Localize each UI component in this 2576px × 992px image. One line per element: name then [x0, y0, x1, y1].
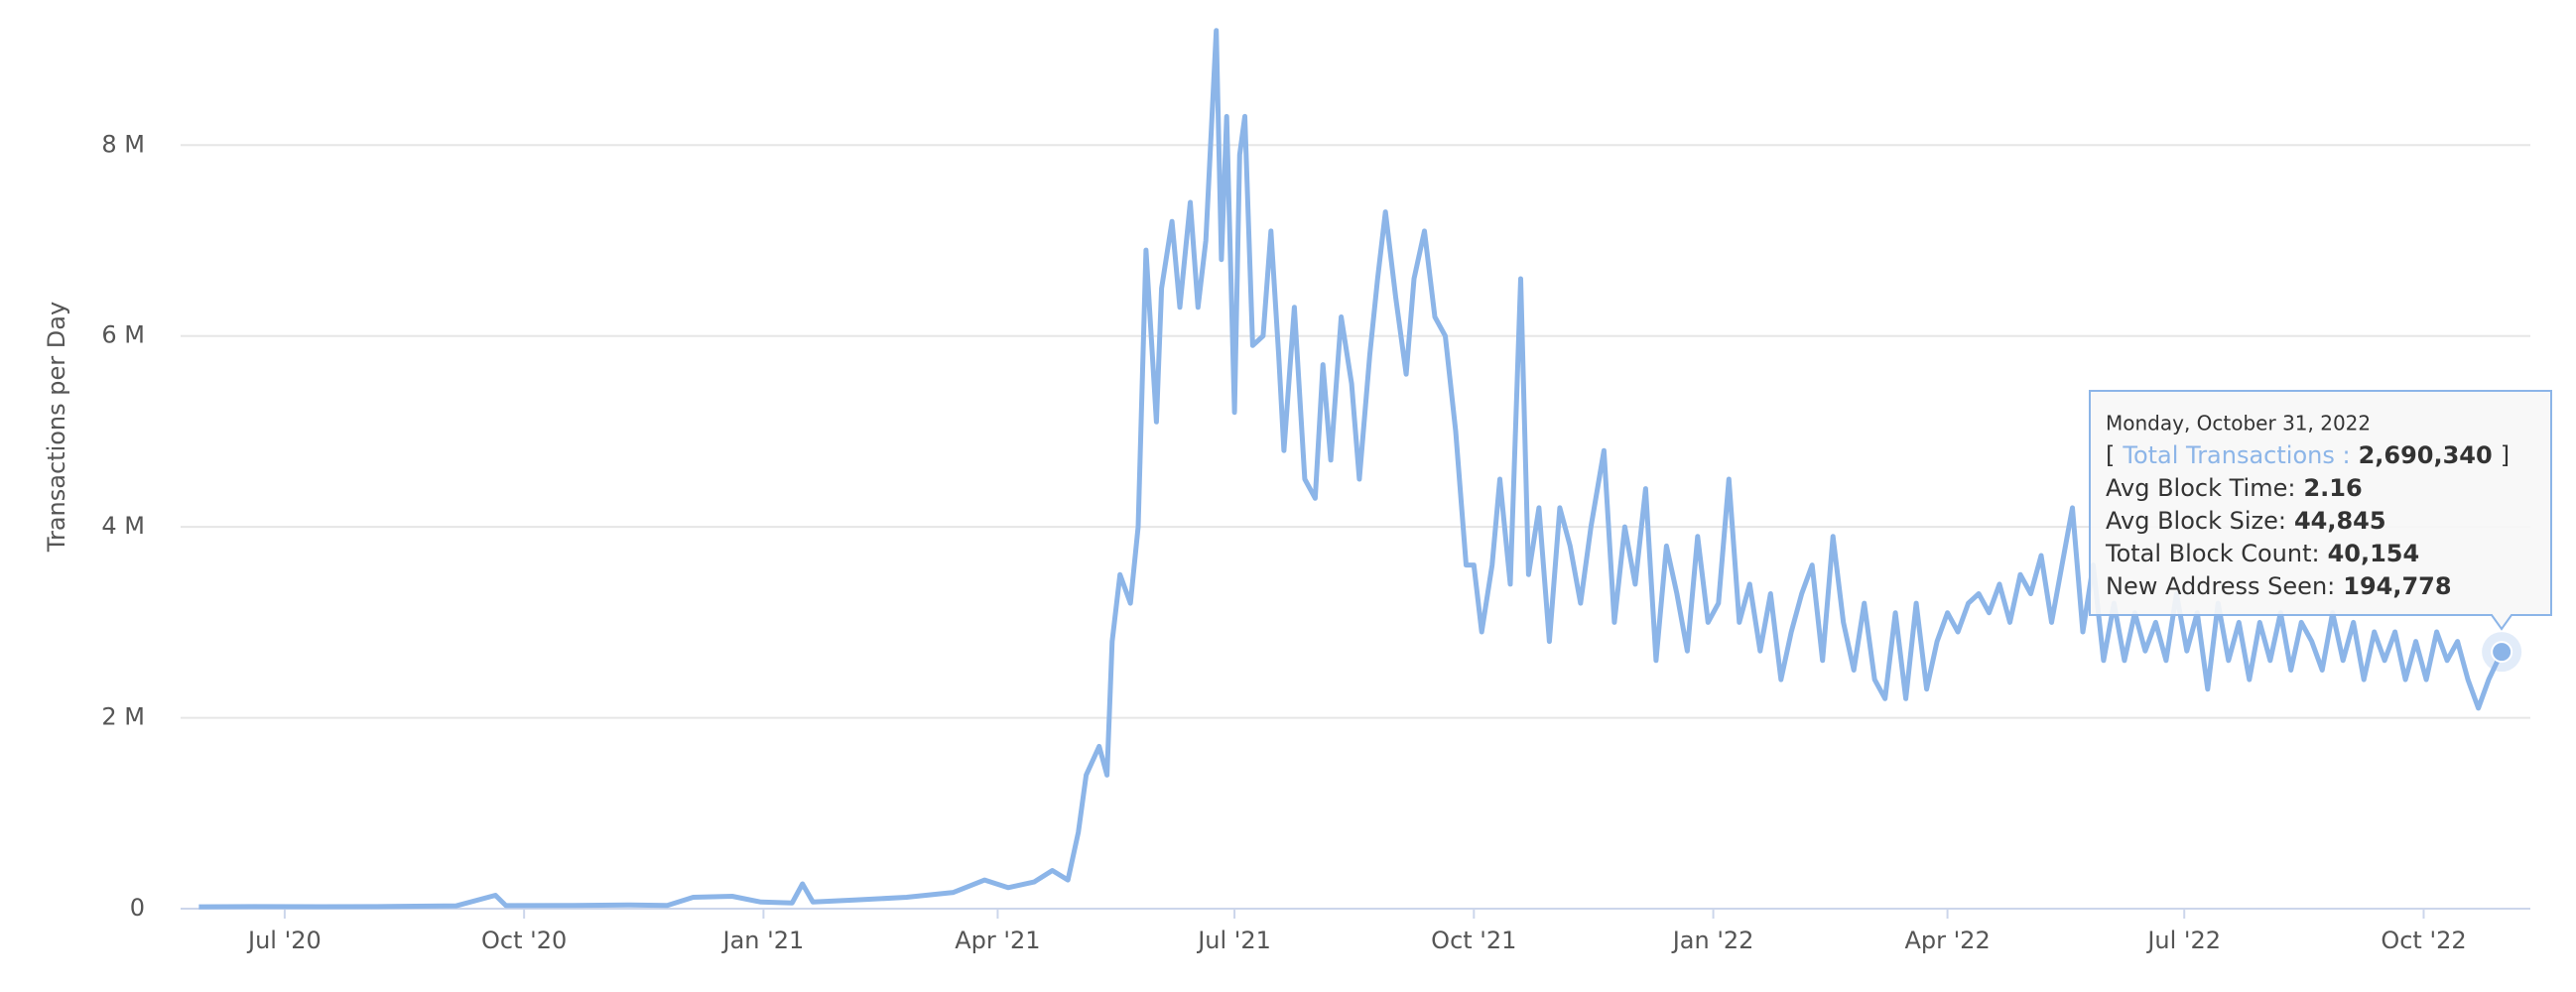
row-value: 2.16 — [2303, 474, 2362, 502]
x-tick-label: Apr '21 — [955, 927, 1040, 954]
y-axis-title: Transactions per Day — [43, 302, 70, 553]
x-tick-label: Oct '21 — [1431, 927, 1516, 954]
x-tick-label: Jan '22 — [1671, 927, 1754, 954]
x-tick-label: Apr '22 — [1904, 927, 1990, 954]
tooltip-row: New Address Seen: 194,778 — [2106, 572, 2452, 600]
x-tick-label: Oct '22 — [2381, 927, 2466, 954]
bracket: [ — [2106, 441, 2115, 469]
x-tick-label: Jul '22 — [2145, 927, 2221, 954]
x-tick-label: Jan '21 — [721, 927, 805, 954]
tooltip-row: Avg Block Time: 2.16 — [2106, 474, 2363, 502]
tooltip-row: Total Block Count: 40,154 — [2105, 540, 2419, 567]
line — [198, 28, 2505, 910]
y-tick-label: 6 M — [101, 321, 145, 349]
row-value: 194,778 — [2343, 572, 2451, 600]
hover-marker — [2491, 641, 2513, 664]
x-tick-label: Oct '20 — [481, 927, 567, 954]
total-value: 2,690,340 — [2359, 441, 2493, 469]
tooltip-box — [2089, 390, 2552, 631]
y-tick-label: 8 M — [101, 130, 145, 158]
tooltip-total: [Total Transactions : 2,690,340] — [2106, 441, 2510, 469]
y-tick-label: 4 M — [101, 512, 145, 540]
y-tick-label: 2 M — [101, 703, 145, 731]
x-tick-label: Jul '20 — [246, 927, 322, 954]
row-label: Avg Block Size: — [2106, 507, 2286, 535]
row-label: Avg Block Time: — [2106, 474, 2295, 502]
tooltip-date: Monday, October 31, 2022 — [2106, 412, 2371, 435]
series-label: Total Transactions : — [2122, 441, 2350, 469]
row-value: 40,154 — [2328, 540, 2420, 567]
tooltip: Monday, October 31, 2022 [Total Transacti… — [2089, 390, 2552, 631]
row-label: Total Block Count: — [2105, 540, 2320, 567]
row-label: New Address Seen: — [2106, 572, 2335, 600]
row-value: 44,845 — [2294, 507, 2386, 535]
tooltip-row: Avg Block Size: 44,845 — [2106, 507, 2386, 535]
x-tick-label: Jul '21 — [1196, 927, 1271, 954]
y-tick-label: 0 — [130, 894, 145, 922]
bracket: ] — [2501, 441, 2510, 469]
